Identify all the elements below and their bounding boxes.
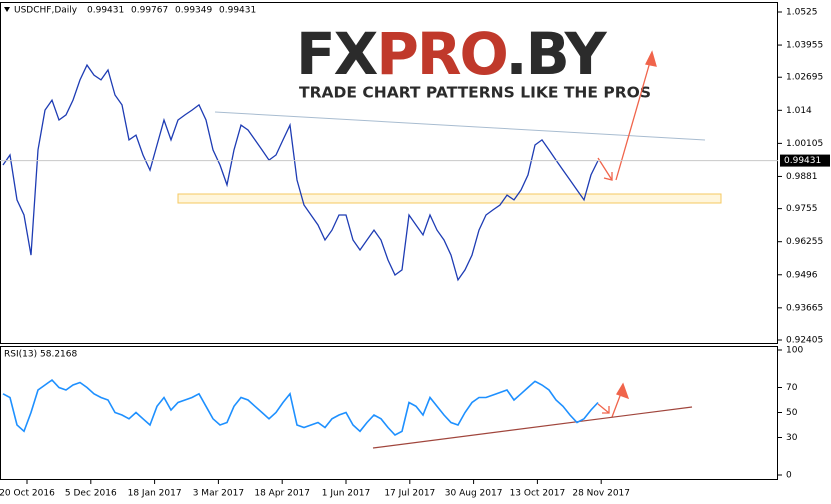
- support-zone: [177, 193, 722, 204]
- y-tick-label: 0.92405: [786, 336, 823, 346]
- y-tick-label: 70: [786, 383, 798, 393]
- ohlc-value: 0.99431: [219, 6, 256, 16]
- y-tick-label: 0.93665: [786, 303, 823, 313]
- x-tick-label: 30 Aug 2017: [445, 489, 503, 499]
- y-tick-label: 50: [786, 408, 798, 418]
- y-tick-label: 1.02695: [786, 73, 823, 83]
- current-price-box: [780, 154, 830, 167]
- rsi-title: RSI(13): [4, 350, 37, 360]
- y-tick-label: 0.96255: [786, 237, 823, 247]
- y-tick-label: 100: [786, 346, 803, 356]
- resistance-line: [214, 111, 706, 141]
- ohlc-value: 0.99349: [175, 6, 212, 16]
- x-tick-label: 5 Dec 2016: [65, 489, 117, 499]
- y-tick-label: 0.9496: [786, 270, 818, 280]
- price-panel: [0, 2, 778, 344]
- y-tick-label: 1.0525: [786, 7, 818, 17]
- x-tick-label: 18 Apr 2017: [254, 489, 310, 499]
- x-tick-label: 20 Oct 2016: [0, 489, 55, 499]
- y-tick-label: 0.9881: [786, 172, 818, 182]
- x-tick-label: 1 Jun 2017: [322, 489, 370, 499]
- y-tick-label: 0.9755: [786, 204, 818, 214]
- rsi-line: [2, 378, 599, 436]
- ohlc-value: 0.99431: [87, 6, 124, 16]
- ohlc-value: 0.99767: [131, 6, 168, 16]
- logo: FXPRO.BY: [296, 20, 608, 88]
- y-tick-label: 30: [786, 433, 798, 443]
- y-tick-label: 1.014: [786, 106, 812, 116]
- rsi-last: 58.2168: [40, 350, 77, 360]
- price-line: [2, 63, 599, 282]
- menu-icon: [4, 7, 10, 12]
- rsi-panel: [0, 346, 778, 480]
- x-tick-label: 3 Mar 2017: [193, 489, 244, 499]
- current-price-label: 0.99431: [784, 156, 821, 166]
- rsi-trendline: [372, 406, 693, 449]
- tagline: TRADE CHART PATTERNS LIKE THE PROS: [299, 84, 651, 102]
- y-tick-label: 0: [786, 471, 792, 481]
- x-tick-label: 17 Jul 2017: [384, 489, 435, 499]
- y-tick-label: 1.00105: [786, 139, 823, 149]
- x-tick-label: 13 Oct 2017: [510, 489, 566, 499]
- x-tick-label: 28 Nov 2017: [572, 489, 630, 499]
- x-tick-label: 18 Jan 2017: [128, 489, 182, 499]
- arrows: [597, 50, 657, 418]
- y-tick-label: 1.03955: [786, 41, 823, 51]
- symbol: USDCHF,Daily: [14, 6, 78, 16]
